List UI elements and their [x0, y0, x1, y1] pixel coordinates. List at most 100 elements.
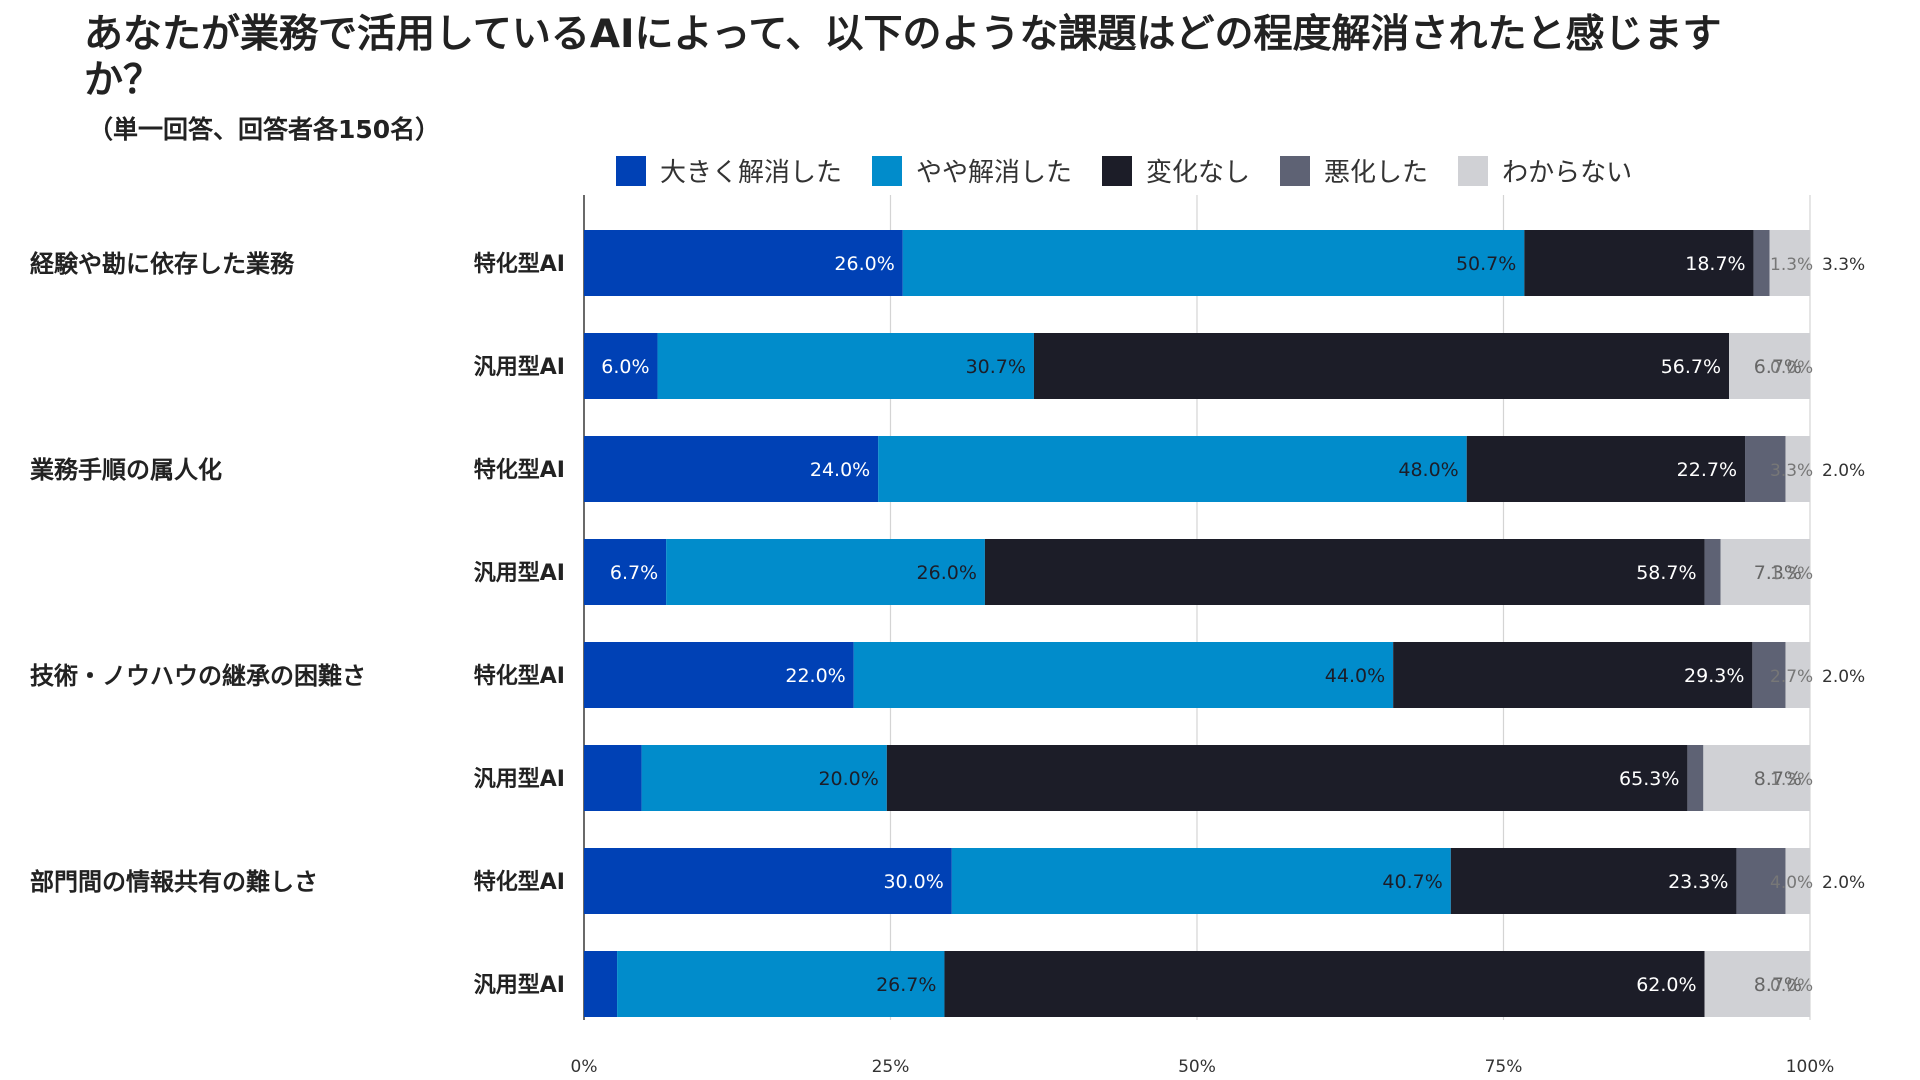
x-tick-label-3: 75%	[1485, 1057, 1523, 1077]
value-label-1-1-4: 7.3%	[1754, 562, 1802, 584]
bar-segment-3-0-4	[1785, 848, 1810, 914]
bar-segment-0-0-3	[1753, 230, 1770, 296]
value-label-1-0-3: 3.3%	[1770, 461, 1813, 481]
legend-label-1: やや解消した	[916, 158, 1073, 188]
value-label-0-0-3: 1.3%	[1770, 255, 1813, 275]
bar-segment-2-0-3	[1752, 642, 1786, 708]
row-label-0-0: 特化型AI	[474, 251, 565, 277]
row-label-1-1: 汎用型AI	[474, 561, 565, 586]
bar-segment-1-1-1	[666, 539, 985, 605]
bar-segment-0-0-1	[902, 230, 1525, 296]
value-label-2-0-2: 29.3%	[1684, 665, 1744, 687]
bar-segment-2-0-4	[1785, 642, 1810, 708]
x-tick-label-1: 25%	[872, 1057, 910, 1077]
bar-segment-2-1-4	[1703, 745, 1810, 811]
chart-subtitle: （単一回答、回答者各150名）	[88, 115, 441, 144]
chart-title: あなたが業務で活用しているAIによって、以下のような課題はどの程度解消されたと感…	[84, 12, 1722, 103]
value-label-2-0-1: 44.0%	[1325, 665, 1385, 687]
legend-label-3: 悪化した	[1324, 158, 1429, 188]
bar-segment-1-0-2	[1466, 436, 1746, 502]
x-tick-label-0: 0%	[571, 1057, 598, 1077]
value-label-2-0-4: 2.0%	[1822, 667, 1865, 687]
bar-segment-3-1-2	[944, 951, 1705, 1017]
bar-segment-1-1-2	[984, 539, 1705, 605]
bar-segment-3-0-0	[584, 848, 952, 914]
value-label-0-0-1: 50.7%	[1456, 253, 1516, 275]
row-label-1-0: 特化型AI	[474, 457, 565, 483]
group-label-3: 部門間の情報共有の難しさ	[30, 868, 318, 896]
bar-segment-0-1-1	[657, 333, 1034, 399]
value-label-3-1-1: 26.7%	[876, 974, 936, 996]
value-label-2-0-3: 2.7%	[1770, 667, 1813, 687]
bar-segment-3-0-3	[1736, 848, 1786, 914]
value-label-1-1-1: 26.0%	[917, 562, 977, 584]
legend-swatch-0	[616, 155, 646, 186]
value-label-2-1-2: 65.3%	[1619, 768, 1679, 790]
bar-segment-1-1-4	[1720, 539, 1810, 605]
value-label-3-0-3: 4.0%	[1770, 873, 1813, 893]
bar-segment-2-0-0	[584, 642, 854, 708]
legend-swatch-2	[1102, 155, 1133, 186]
row-label-2-1: 汎用型AI	[474, 767, 565, 792]
chart-legend: 大きく解消した やや解消した 変化なし 悪化した わからない	[616, 152, 1662, 189]
legend-label-0: 大きく解消した	[660, 158, 843, 188]
value-label-3-1-2: 62.0%	[1636, 974, 1696, 996]
bar-segment-2-1-2	[886, 745, 1688, 811]
value-label-0-0-2: 18.7%	[1685, 253, 1745, 275]
legend-label-4: わからない	[1502, 158, 1633, 188]
row-label-3-1: 汎用型AI	[474, 973, 565, 998]
value-label-1-0-0: 24.0%	[810, 459, 870, 481]
x-tick-label-2: 50%	[1178, 1057, 1216, 1077]
legend-item-4: わからない	[1458, 152, 1632, 189]
bar-segment-0-0-2	[1524, 230, 1754, 296]
legend-swatch-4	[1458, 155, 1489, 186]
bar-segment-3-0-2	[1450, 848, 1737, 914]
value-label-1-1-2: 58.7%	[1636, 562, 1696, 584]
bar-segment-1-0-0	[584, 436, 879, 502]
legend-item-1: やや解消した	[872, 152, 1072, 189]
legend-item-3: 悪化した	[1280, 152, 1428, 189]
group-label-0: 経験や勘に依存した業務	[30, 250, 295, 278]
bar-segment-1-0-3	[1745, 436, 1786, 502]
value-label-0-0-0: 26.0%	[834, 253, 894, 275]
bar-segment-2-0-2	[1393, 642, 1753, 708]
bar-segment-0-0-0	[584, 230, 903, 296]
value-label-2-1-4: 8.7%	[1754, 768, 1802, 790]
value-label-0-1-4: 6.7%	[1754, 356, 1802, 378]
x-tick-label-4: 100%	[1786, 1057, 1835, 1077]
bar-segment-1-0-1	[878, 436, 1467, 502]
value-label-3-0-1: 40.7%	[1382, 871, 1442, 893]
bar-segment-0-1-2	[1033, 333, 1730, 399]
bar-segment-3-1-1	[617, 951, 945, 1017]
value-label-3-0-0: 30.0%	[883, 871, 943, 893]
row-label-2-0: 特化型AI	[474, 663, 565, 689]
bar-segment-1-1-0	[584, 539, 667, 605]
value-label-1-1-3: 1.3%	[1770, 564, 1813, 584]
legend-swatch-1	[872, 155, 903, 186]
value-label-2-1-3: 1.3%	[1770, 770, 1813, 790]
value-label-1-0-2: 22.7%	[1677, 459, 1737, 481]
bar-segment-2-1-1	[641, 745, 887, 811]
legend-swatch-3	[1280, 155, 1311, 186]
value-label-1-0-4: 2.0%	[1822, 461, 1865, 481]
value-label-1-1-0: 6.7%	[610, 562, 658, 584]
bar-segment-3-1-4	[1704, 951, 1810, 1017]
value-label-0-1-1: 30.7%	[966, 356, 1026, 378]
bar-segment-0-0-4	[1769, 230, 1810, 296]
value-label-2-0-0: 22.0%	[785, 665, 845, 687]
value-label-3-1-3: 0.0%	[1770, 976, 1813, 996]
group-label-2: 技術・ノウハウの継承の困難さ	[30, 662, 366, 690]
bar-segment-0-1-4	[1729, 333, 1810, 399]
bar-segment-2-1-3	[1687, 745, 1704, 811]
bar-segment-1-0-4	[1785, 436, 1810, 502]
row-label-0-1: 汎用型AI	[474, 355, 565, 380]
bar-segment-1-1-3	[1704, 539, 1721, 605]
bar-segment-3-0-1	[951, 848, 1451, 914]
value-label-0-1-3: 0.0%	[1770, 358, 1813, 378]
bar-segment-0-1-0	[584, 333, 658, 399]
value-label-2-1-1: 20.0%	[818, 768, 878, 790]
value-label-3-0-2: 23.3%	[1668, 871, 1728, 893]
bar-segment-2-0-1	[853, 642, 1394, 708]
legend-item-0: 大きく解消した	[616, 152, 842, 189]
